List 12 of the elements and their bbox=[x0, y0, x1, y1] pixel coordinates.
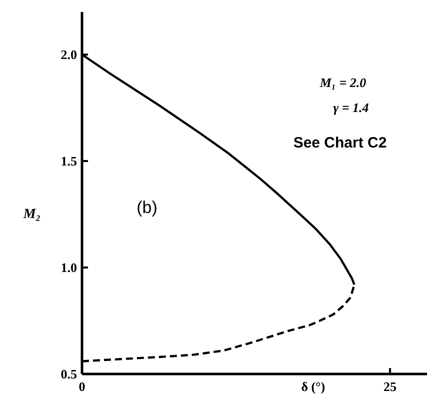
annotation: See Chart C2 bbox=[293, 134, 387, 152]
y-tick-label: 0.5 bbox=[60, 366, 78, 382]
y-tick-label: 2.0 bbox=[60, 47, 77, 62]
y-axis-title: M₂ bbox=[22, 207, 41, 222]
y-tick-label: 1.5 bbox=[60, 154, 78, 169]
y-tick-label: 1.0 bbox=[60, 260, 77, 276]
x-tick-label: 25 bbox=[384, 379, 398, 394]
x-tick-label: 0 bbox=[78, 379, 86, 394]
x-axis-title: δ (°) bbox=[301, 379, 326, 394]
annotation: M₁ = 2.0 bbox=[320, 75, 366, 91]
annotation: γ = 1.4 bbox=[333, 100, 369, 116]
annotation: (b) bbox=[136, 198, 158, 218]
